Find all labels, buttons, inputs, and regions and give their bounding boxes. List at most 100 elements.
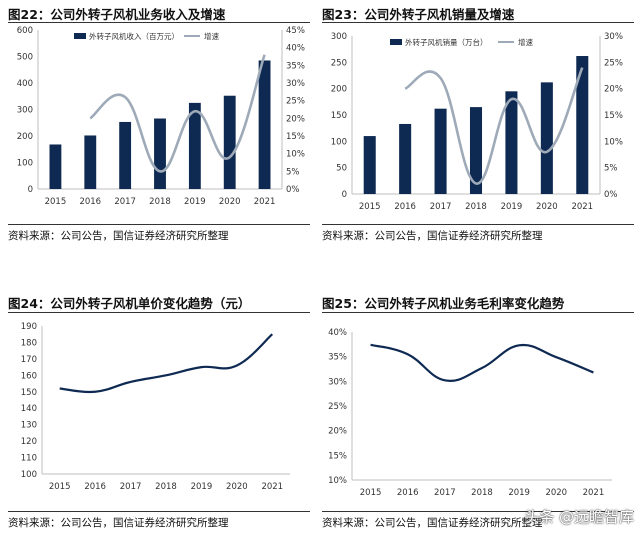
y-tick-right: 15% [604,111,623,121]
x-tick: 2016 [394,202,416,212]
legend-bar-label: 外转子风机销量（万台） [405,37,488,47]
x-tick: 2021 [571,202,593,212]
x-tick: 2019 [501,202,523,212]
figure-title: 图23：公司外转子风机销量及增速 [322,7,515,22]
trend-line [59,333,274,394]
figure-title: 图22：公司外转子风机业务收入及增速 [8,7,226,22]
x-tick: 2017 [430,202,452,212]
y-tick-right: 5% [286,167,300,177]
bar [363,136,376,194]
y-tick-right: 0% [286,185,300,195]
title-rule [322,312,634,313]
bar [434,108,447,194]
x-tick: 2020 [545,488,567,498]
y-tick-right: 35% [286,61,305,71]
y-tick-left: 250 [331,58,347,68]
bar [188,102,201,189]
bar [505,91,518,194]
y-tick-right: 25% [604,58,623,68]
y-tick-right: 15% [286,132,305,142]
x-tick: 2015 [359,202,381,212]
y-tick: 140 [21,404,37,414]
legend-bar-swatch [74,33,86,39]
source-rule [322,511,634,512]
bar [49,144,62,189]
x-tick: 2017 [114,197,136,207]
x-tick: 2015 [49,482,71,492]
x-tick: 2021 [254,197,276,207]
y-tick-left: 0 [342,190,347,200]
bar [84,135,97,189]
source-rule [8,511,310,512]
x-tick: 2019 [184,197,206,207]
x-tick: 2018 [465,202,487,212]
x-tick: 2016 [79,197,101,207]
source-note: 资料来源：公司公告，国信证券经济研究所整理 [8,230,229,242]
y-tick: 40% [328,328,347,338]
growth-line [404,67,584,185]
bar [399,123,412,194]
x-tick: 2017 [120,482,142,492]
y-tick-right: 5% [604,164,618,174]
bar [223,95,236,189]
y-tick: 20% [328,427,347,437]
y-tick-left: 150 [331,111,347,121]
x-tick: 2017 [434,488,456,498]
watermark-text: 头条 @远瞻智库 [524,508,634,526]
x-tick: 2018 [149,197,171,207]
y-tick: 35% [328,353,347,363]
y-tick-right: 25% [286,97,305,107]
y-tick-left: 300 [17,106,33,116]
y-tick-right: 30% [286,79,305,89]
y-tick: 160 [21,371,37,381]
title-rule [8,312,310,313]
y-tick: 30% [328,377,347,387]
bar [119,121,132,189]
bar [154,118,166,189]
x-tick: 2020 [219,197,241,207]
x-tick: 2020 [226,482,248,492]
y-tick-right: 10% [286,150,305,160]
y-tick: 25% [328,402,347,412]
title-rule [322,22,634,23]
y-tick: 130 [21,421,37,431]
revenue-growth-chart: 0 100 200 300 400 500 600 0% 5% 10% 15% 20% 25% 30% 35… [17,26,305,207]
source-rule [322,224,634,225]
y-tick: 180 [21,338,37,348]
source-rule [8,224,310,225]
y-tick-right: 30% [604,32,623,42]
chart-panel-23: 图23：公司外转子风机销量及增速 0 50 100 150 200 250 300 0% 5% 1… [322,4,634,244]
y-tick: 170 [21,355,37,365]
x-tick: 2021 [583,488,605,498]
y-tick: 10% [328,476,347,486]
chart-panel-22: 图22：公司外转子风机业务收入及增速 0 100 200 300 400 500 600 0%… [8,4,310,244]
x-tick: 2018 [471,488,493,498]
bar [540,82,553,194]
x-tick: 2015 [45,197,67,207]
growth-line [89,54,266,173]
y-tick-right: 20% [286,114,305,124]
y-tick-left: 200 [17,132,33,142]
y-tick-left: 300 [331,32,347,42]
volume-growth-chart: 0 50 100 150 200 250 300 0% 5% 10% 15% 20% 25% 30% 201… [331,32,623,212]
title-rule [8,22,310,23]
legend-line-label: 增速 [204,31,219,41]
y-tick-left: 100 [331,137,347,147]
bar [576,56,589,194]
y-tick-left: 500 [17,53,33,63]
x-tick: 2018 [155,482,177,492]
source-note: 资料来源：公司公告，国信证券经济研究所整理 [8,517,229,529]
x-tick: 2015 [360,488,382,498]
x-tick: 2016 [84,482,106,492]
y-tick-right: 0% [604,190,618,200]
trend-line [370,343,594,382]
y-tick: 150 [21,388,37,398]
legend-bar-label: 外转子风机收入（百万元） [89,31,179,41]
x-tick: 2019 [508,488,530,498]
chart-panel-25: 图25：公司外转子风机业务毛利率变化趋势 10% 15% 20% 25% 30% 35% 4… [322,293,634,535]
source-note: 资料来源：公司公告，国信证券经济研究所整理 [322,230,543,242]
x-tick: 2020 [536,202,558,212]
y-tick-right: 20% [604,85,623,95]
bar [258,60,271,189]
y-tick: 120 [21,437,37,447]
